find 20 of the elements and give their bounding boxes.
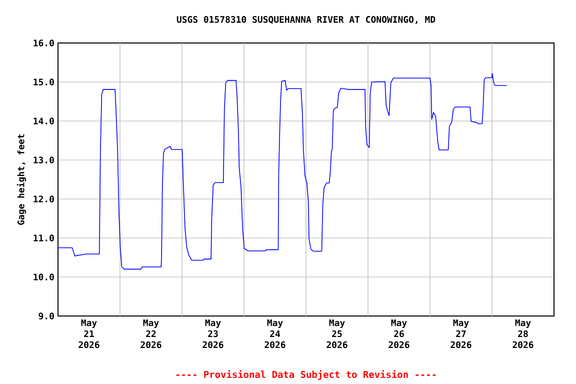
y-tick-label: 15.0 <box>34 78 54 86</box>
x-tick-label: May 21 2026 <box>78 320 100 348</box>
x-tick-label: May 23 2026 <box>202 320 224 348</box>
x-tick-label: May 22 2026 <box>140 320 162 348</box>
y-tick-label: 14.0 <box>34 118 54 124</box>
line-series <box>58 73 508 270</box>
x-tick-label: May 28 2026 <box>512 320 534 348</box>
x-tick-label: May 26 2026 <box>388 320 410 348</box>
y-tick-label: 11.0 <box>34 234 54 242</box>
x-tick-label: May 27 2026 <box>450 320 472 348</box>
y-tick-label: 12.0 <box>34 196 54 202</box>
text: ---- Provisional Data Subject to Revision ---- <box>176 370 436 380</box>
y-tick-label: 9.0 <box>38 312 54 320</box>
x-tick-label: May 25 2026 <box>326 320 348 348</box>
y-tick-label: 10.0 <box>34 274 54 280</box>
chart-title: USGS 01578310 SUSQUEHANNA RIVER AT CONOWINGO, MD <box>176 16 436 24</box>
y-tick-label: 13.0 <box>34 156 54 164</box>
y-axis-title: Gage height, feet <box>16 134 26 225</box>
y-tick-label: 16.0 <box>34 40 54 46</box>
x-tick-label: May 24 2026 <box>264 320 286 348</box>
